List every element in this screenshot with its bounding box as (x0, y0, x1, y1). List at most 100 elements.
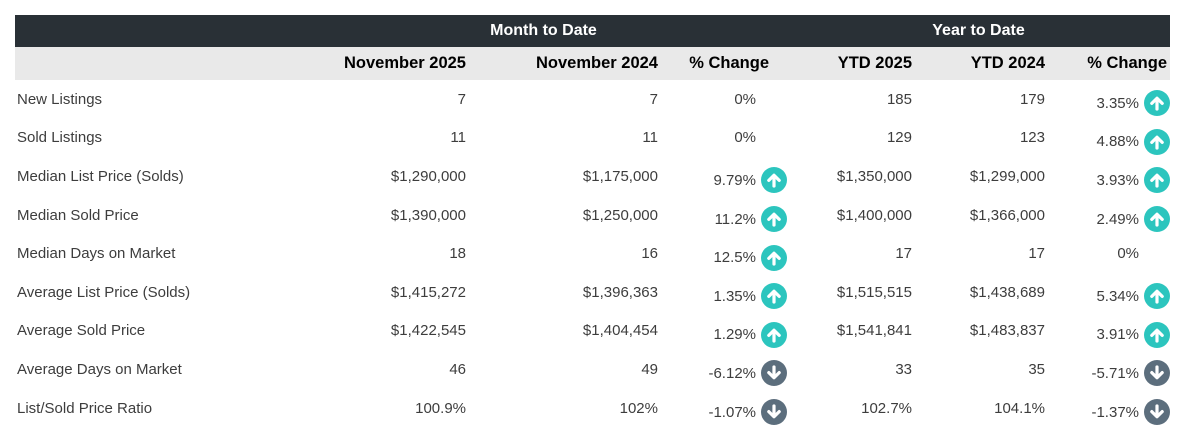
mtd-current-value: $1,390,000 (390, 206, 466, 224)
mtd-change-value: 12.5% (713, 249, 756, 267)
ytd-prior-value: $1,483,837 (969, 322, 1045, 340)
column-header-ytd-prior: YTD 2024 (970, 54, 1045, 72)
metric-label: Average Sold Price (17, 322, 146, 340)
ytd-change-value: 3.91% (1096, 326, 1139, 344)
trend-up-icon (1144, 206, 1170, 233)
ytd-prior-value: $1,438,689 (969, 283, 1045, 301)
mtd-current-value: 100.9% (415, 399, 466, 417)
ytd-prior-value: 17 (1028, 245, 1045, 263)
mtd-current-value: 7 (457, 90, 466, 108)
ytd-change-value: 3.35% (1096, 94, 1139, 112)
table-row: Average Sold Price $1,422,545 $1,404,454… (15, 312, 1170, 351)
ytd-change-cell: 0% (1045, 234, 1170, 273)
ytd-change-value: -5.71% (1091, 364, 1139, 382)
ytd-change-value: 4.88% (1096, 133, 1139, 151)
ytd-prior-value: 179 (1019, 90, 1045, 108)
ytd-current-value: 17 (895, 245, 912, 263)
table-row: New Listings 7 7 0% 185 179 3.35% (15, 80, 1170, 119)
metric-label: Average Days on Market (17, 360, 182, 378)
mtd-change-value: 0% (734, 90, 756, 108)
mtd-prior-value: 7 (649, 90, 658, 108)
mtd-change-value: 1.29% (713, 326, 756, 344)
mtd-prior-value: 49 (641, 360, 658, 378)
metric-label: Median Days on Market (17, 245, 176, 263)
ytd-prior-value: $1,366,000 (969, 206, 1045, 224)
metric-label: Median Sold Price (17, 206, 139, 224)
ytd-change-cell: 2.49% (1045, 196, 1170, 235)
column-header-mtd-change: % Change (689, 54, 769, 72)
mtd-change-cell: 1.35% (658, 273, 787, 312)
ytd-prior-value: 35 (1028, 360, 1045, 378)
mtd-change-cell: 1.29% (658, 312, 787, 351)
mtd-change-cell: -1.07% (658, 389, 787, 428)
mtd-change-cell: 11.2% (658, 196, 787, 235)
mtd-current-value: 11 (450, 129, 466, 147)
mtd-prior-value: 16 (641, 245, 658, 263)
table-row: List/Sold Price Ratio 100.9% 102% -1.07%… (15, 389, 1170, 428)
ytd-change-value: 2.49% (1096, 210, 1139, 228)
trend-up-icon (761, 167, 787, 194)
ytd-change-cell: 3.93% (1045, 157, 1170, 196)
ytd-current-value: $1,350,000 (836, 167, 912, 185)
table-row: Average Days on Market 46 49 -6.12% 33 3… (15, 350, 1170, 389)
table-row: Median Days on Market 18 16 12.5% 17 17 … (15, 234, 1170, 273)
mtd-change-value: 9.79% (713, 171, 756, 189)
mtd-change-value: 11.2% (714, 210, 756, 228)
trend-up-icon (1144, 321, 1170, 348)
year-to-date-header: Year to Date (932, 22, 1025, 39)
ytd-prior-value: 104.1% (994, 399, 1045, 417)
trend-down-icon (1144, 360, 1170, 387)
market-stats-table: Month to Date Year to Date November 2025… (15, 15, 1170, 427)
ytd-prior-value: 123 (1019, 129, 1045, 147)
mtd-change-value: 1.35% (713, 287, 756, 305)
table-row: Sold Listings 11 11 0% 129 123 4.88% (15, 119, 1170, 158)
trend-up-icon (1144, 283, 1170, 310)
mtd-change-value: -1.07% (708, 403, 756, 421)
ytd-current-value: $1,515,515 (836, 283, 912, 301)
mtd-prior-value: $1,404,454 (582, 322, 658, 340)
trend-down-icon (761, 399, 787, 426)
metric-label: Median List Price (Solds) (17, 167, 184, 185)
trend-up-icon (761, 283, 787, 310)
mtd-current-value: $1,422,545 (390, 322, 466, 340)
ytd-change-cell: -5.71% (1045, 350, 1170, 389)
table-row: Median List Price (Solds) $1,290,000 $1,… (15, 157, 1170, 196)
trend-up-icon (761, 321, 787, 348)
mtd-change-cell: -6.12% (658, 350, 787, 389)
ytd-current-value: 102.7% (861, 399, 912, 417)
mtd-change-value: 0% (734, 129, 756, 147)
ytd-current-value: 129 (886, 129, 912, 147)
ytd-change-cell: 3.35% (1045, 80, 1170, 119)
trend-up-icon (1144, 128, 1170, 155)
trend-up-icon (1144, 167, 1170, 194)
mtd-prior-value: $1,250,000 (582, 206, 658, 224)
mtd-prior-value: 102% (619, 399, 658, 417)
metric-label: Sold Listings (17, 129, 103, 147)
table-body: New Listings 7 7 0% 185 179 3.35% Sold L… (15, 80, 1170, 427)
ytd-change-cell: 5.34% (1045, 273, 1170, 312)
month-to-date-header: Month to Date (490, 22, 597, 39)
ytd-change-value: 0% (1117, 245, 1139, 263)
column-header-ytd-change: % Change (1087, 54, 1167, 72)
mtd-change-cell: 9.79% (658, 157, 787, 196)
ytd-change-cell: 3.91% (1045, 312, 1170, 351)
mtd-current-value: 46 (449, 360, 466, 378)
ytd-change-value: 5.34% (1096, 287, 1139, 305)
table-row: Median Sold Price $1,390,000 $1,250,000 … (15, 196, 1170, 235)
column-header-row: November 2025 November 2024 % Change YTD… (15, 47, 1170, 80)
metric-label: Average List Price (Solds) (17, 283, 191, 301)
mtd-prior-value: $1,175,000 (582, 167, 658, 185)
ytd-change-cell: 4.88% (1045, 119, 1170, 158)
mtd-prior-value: $1,396,363 (582, 283, 658, 301)
mtd-current-value: 18 (449, 245, 466, 263)
table-row: Average List Price (Solds) $1,415,272 $1… (15, 273, 1170, 312)
column-header-mtd-current: November 2025 (344, 54, 466, 72)
trend-up-icon (761, 206, 787, 233)
mtd-change-cell: 0% (658, 119, 787, 158)
ytd-current-value: $1,541,841 (836, 322, 912, 340)
mtd-change-value: -6.12% (708, 364, 756, 382)
mtd-change-cell: 12.5% (658, 234, 787, 273)
metric-label: List/Sold Price Ratio (17, 399, 153, 417)
ytd-change-value: 3.93% (1096, 171, 1139, 189)
